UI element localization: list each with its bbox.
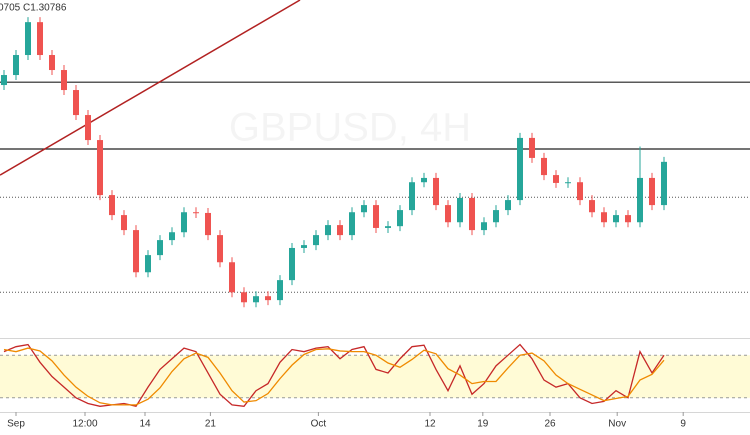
candle-body — [25, 22, 31, 56]
candle-body — [97, 140, 103, 196]
candle-body — [325, 225, 331, 236]
candle-body — [85, 115, 91, 141]
candle-body — [565, 182, 571, 184]
candle-body — [145, 255, 151, 273]
x-tick-label: 26 — [544, 419, 556, 430]
candle-body — [421, 177, 427, 183]
ohlc-text: 0705 C1.30786 — [0, 3, 67, 14]
candle-body — [625, 215, 631, 223]
candle-body — [49, 55, 55, 71]
x-tick-label: 12:00 — [72, 419, 97, 430]
candle-body — [505, 200, 511, 211]
stoch-band — [0, 355, 750, 398]
candle-body — [169, 232, 175, 241]
candle-body — [433, 177, 439, 206]
x-tick-label: 14 — [139, 419, 151, 430]
candle-body — [457, 197, 463, 223]
candle-body — [229, 262, 235, 293]
candle-body — [481, 222, 487, 231]
candle-body — [301, 245, 307, 248]
candle-body — [493, 210, 499, 223]
candle-body — [469, 197, 475, 231]
x-tick-label: 21 — [205, 419, 217, 430]
candle-body — [529, 137, 535, 158]
candle-body — [241, 292, 247, 303]
x-tick-label: 9 — [680, 419, 686, 430]
x-tick-label: Oct — [311, 419, 327, 430]
candle-body — [589, 200, 595, 213]
candle-body — [577, 182, 583, 201]
candle-body — [289, 247, 295, 281]
candle-body — [601, 212, 607, 223]
candle-body — [193, 212, 199, 214]
candle-body — [517, 137, 523, 201]
candle-body — [277, 280, 283, 301]
candle-body — [349, 212, 355, 236]
candle-body — [613, 215, 619, 223]
candle-body — [313, 235, 319, 246]
candle-body — [13, 55, 19, 76]
candle-body — [181, 212, 187, 233]
candle-body — [37, 22, 43, 56]
candle-body — [121, 215, 127, 231]
x-tick-label: Sep — [7, 419, 25, 430]
candle-body — [61, 70, 67, 91]
candle-body — [1, 75, 7, 86]
x-tick-label: 19 — [477, 419, 489, 430]
trendline — [0, 0, 301, 176]
candle-body — [253, 296, 259, 303]
candle-body — [337, 225, 343, 236]
candle-body — [397, 210, 403, 227]
candle-body — [265, 296, 271, 301]
candle-body — [649, 177, 655, 206]
x-tick-label: Nov — [608, 419, 626, 430]
candle-body — [373, 205, 379, 228]
candle-body — [205, 212, 211, 236]
candle-body — [541, 157, 547, 176]
candle-body — [637, 177, 643, 223]
candle-body — [157, 240, 163, 256]
stoch-line — [3, 347, 665, 406]
candle-body — [133, 230, 139, 273]
candle-body — [217, 235, 223, 263]
candle-body — [409, 182, 415, 211]
watermark: GBPUSD, 4H — [229, 106, 471, 150]
candle-body — [445, 205, 451, 223]
candle-body — [109, 195, 115, 216]
candle-body — [73, 90, 79, 116]
x-tick-label: 12 — [424, 419, 436, 430]
candle-body — [661, 161, 667, 206]
candle-body — [553, 175, 559, 183]
candle-body — [385, 226, 391, 228]
candle-body — [361, 205, 367, 213]
